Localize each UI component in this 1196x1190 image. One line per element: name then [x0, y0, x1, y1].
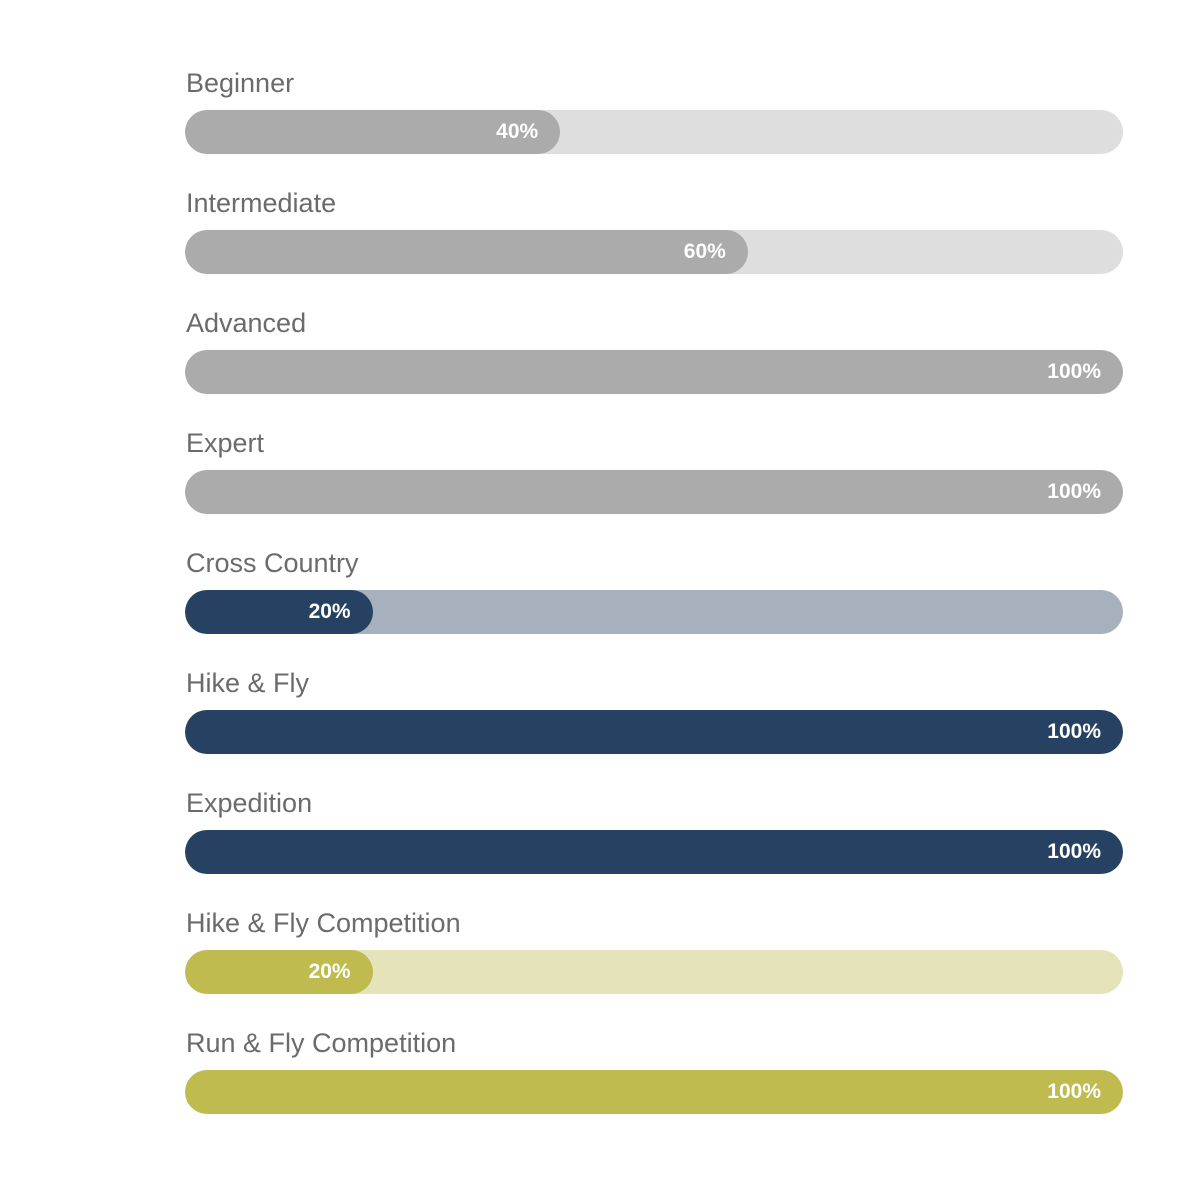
skill-label: Hike & Fly [186, 668, 310, 698]
progress-fill: 100% [185, 710, 1123, 754]
progress-track: 60% [185, 230, 1123, 274]
progress-percent: 20% [308, 600, 351, 623]
progress-track: 100% [185, 710, 1123, 754]
skill-item-beginner: Beginner 40% [185, 64, 1123, 184]
progress-track: 100% [185, 470, 1123, 514]
progress-percent: 100% [1047, 480, 1101, 503]
progress-fill: 100% [185, 350, 1123, 394]
progress-percent: 60% [683, 240, 726, 263]
skill-item-expert: Expert 100% [185, 424, 1123, 544]
progress-track: 100% [185, 1070, 1123, 1114]
skill-label: Advanced [186, 308, 307, 338]
skill-label: Cross Country [186, 548, 359, 578]
skill-label: Expedition [186, 788, 313, 818]
skill-item-advanced: Advanced 100% [185, 304, 1123, 424]
progress-track: 40% [185, 110, 1123, 154]
progress-fill: 40% [185, 110, 561, 154]
progress-fill: 20% [185, 590, 373, 634]
progress-percent: 100% [1047, 720, 1101, 743]
skill-label: Hike & Fly Competition [186, 908, 461, 938]
skill-bars-list: Beginner 40% Intermediate 60% Advanced 1… [185, 64, 1123, 1144]
progress-fill: 60% [185, 230, 748, 274]
progress-fill: 20% [185, 950, 373, 994]
progress-track: 100% [185, 350, 1123, 394]
skill-label: Intermediate [186, 188, 337, 218]
skill-label: Beginner [186, 68, 295, 98]
progress-track: 100% [185, 830, 1123, 874]
skill-label: Run & Fly Competition [186, 1028, 457, 1058]
skill-item-intermediate: Intermediate 60% [185, 184, 1123, 304]
progress-percent: 40% [496, 120, 539, 143]
skill-label: Expert [186, 428, 265, 458]
skill-item-hike-and-fly-competition: Hike & Fly Competition 20% [185, 904, 1123, 1024]
progress-percent: 100% [1047, 360, 1101, 383]
progress-fill: 100% [185, 1070, 1123, 1114]
progress-percent: 20% [308, 960, 351, 983]
progress-percent: 100% [1047, 840, 1101, 863]
progress-fill: 100% [185, 830, 1123, 874]
progress-fill: 100% [185, 470, 1123, 514]
progress-track: 20% [185, 950, 1123, 994]
skill-item-run-and-fly-competition: Run & Fly Competition 100% [185, 1024, 1123, 1144]
skill-item-hike-and-fly: Hike & Fly 100% [185, 664, 1123, 784]
progress-percent: 100% [1047, 1080, 1101, 1103]
progress-track: 20% [185, 590, 1123, 634]
skill-item-cross-country: Cross Country 20% [185, 544, 1123, 664]
skill-item-expedition: Expedition 100% [185, 784, 1123, 904]
